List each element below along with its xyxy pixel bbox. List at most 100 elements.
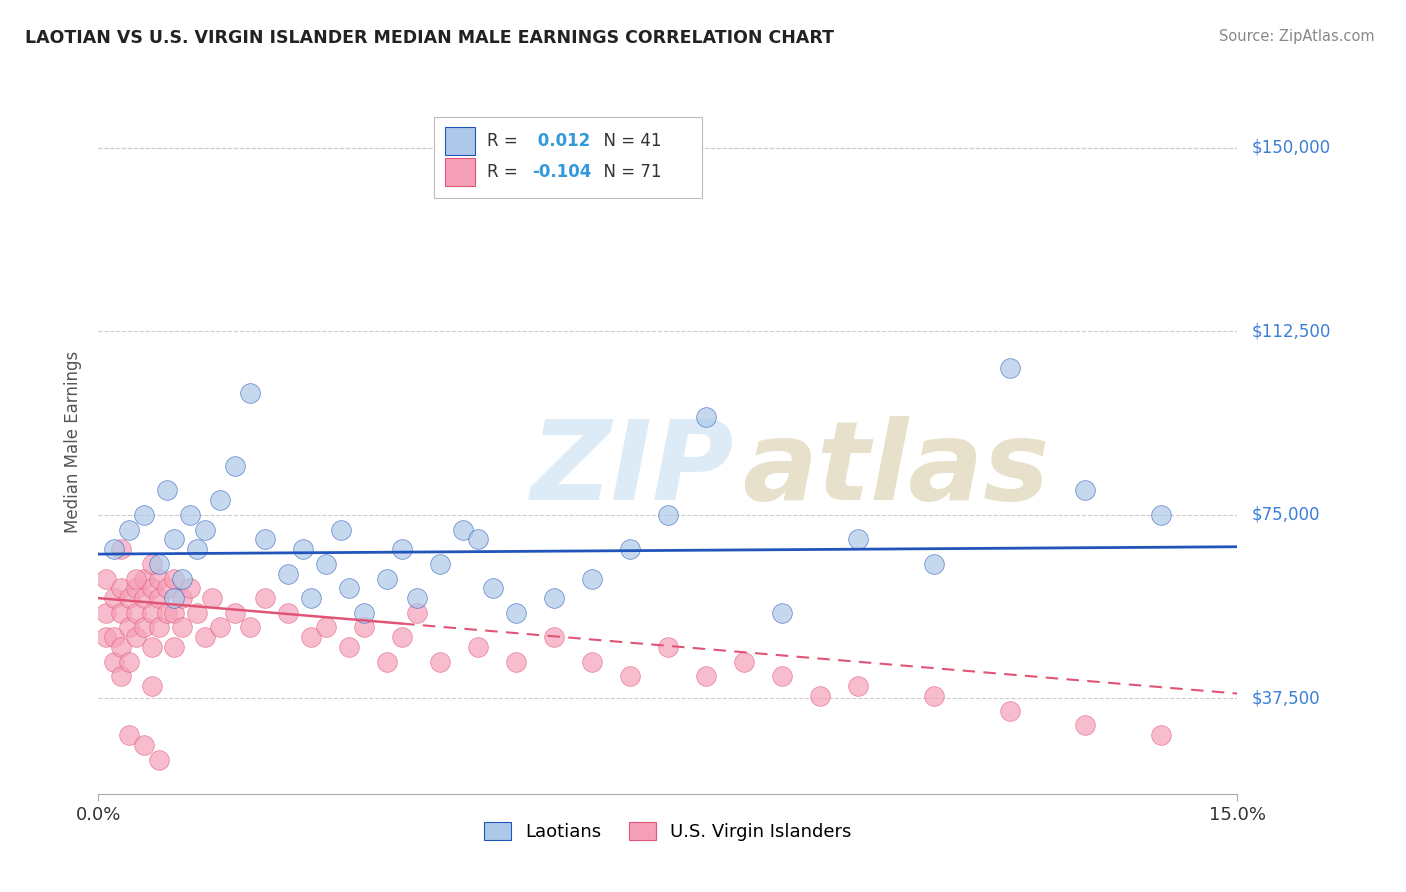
Legend: Laotians, U.S. Virgin Islanders: Laotians, U.S. Virgin Islanders xyxy=(477,814,859,848)
Point xyxy=(103,630,125,644)
Point xyxy=(132,572,155,586)
Point xyxy=(110,606,132,620)
Point xyxy=(132,620,155,634)
Point xyxy=(170,620,193,634)
Point xyxy=(148,620,170,634)
Point xyxy=(163,606,186,620)
Point xyxy=(695,410,717,425)
FancyBboxPatch shape xyxy=(434,118,702,198)
Point xyxy=(94,606,117,620)
FancyBboxPatch shape xyxy=(444,127,475,154)
Point xyxy=(208,493,231,508)
Point xyxy=(657,508,679,522)
Point xyxy=(695,669,717,683)
Point xyxy=(186,542,208,557)
Point xyxy=(998,704,1021,718)
Y-axis label: Median Male Earnings: Median Male Earnings xyxy=(65,351,83,533)
Point xyxy=(846,533,869,547)
Point xyxy=(337,582,360,596)
Point xyxy=(391,542,413,557)
Point xyxy=(451,523,474,537)
Point xyxy=(118,523,141,537)
Point xyxy=(1074,483,1097,498)
Text: R =: R = xyxy=(486,163,523,181)
Point xyxy=(110,542,132,557)
Point xyxy=(429,655,451,669)
Point xyxy=(118,728,141,742)
Point xyxy=(110,582,132,596)
Point xyxy=(163,591,186,606)
Point xyxy=(224,606,246,620)
Text: $112,500: $112,500 xyxy=(1251,322,1330,341)
Point xyxy=(505,655,527,669)
Point xyxy=(141,582,163,596)
FancyBboxPatch shape xyxy=(444,158,475,186)
Point xyxy=(179,582,201,596)
Text: LAOTIAN VS U.S. VIRGIN ISLANDER MEDIAN MALE EARNINGS CORRELATION CHART: LAOTIAN VS U.S. VIRGIN ISLANDER MEDIAN M… xyxy=(25,29,834,46)
Point xyxy=(94,572,117,586)
Point xyxy=(170,572,193,586)
Point xyxy=(277,566,299,581)
Text: R =: R = xyxy=(486,132,523,150)
Point xyxy=(315,620,337,634)
Point xyxy=(110,640,132,654)
Point xyxy=(406,591,429,606)
Point xyxy=(194,523,217,537)
Point xyxy=(846,679,869,693)
Point xyxy=(406,606,429,620)
Point xyxy=(808,689,831,703)
Point xyxy=(733,655,755,669)
Point xyxy=(118,591,141,606)
Point xyxy=(1150,728,1173,742)
Point xyxy=(156,606,179,620)
Point xyxy=(581,572,603,586)
Point xyxy=(125,630,148,644)
Point xyxy=(118,620,141,634)
Text: N = 71: N = 71 xyxy=(593,163,661,181)
Point xyxy=(132,591,155,606)
Point xyxy=(353,620,375,634)
Point xyxy=(125,572,148,586)
Point xyxy=(1150,508,1173,522)
Point xyxy=(186,606,208,620)
Text: N = 41: N = 41 xyxy=(593,132,661,150)
Point xyxy=(179,508,201,522)
Point xyxy=(391,630,413,644)
Point xyxy=(208,620,231,634)
Text: atlas: atlas xyxy=(742,417,1049,524)
Point xyxy=(619,542,641,557)
Point xyxy=(998,361,1021,376)
Point xyxy=(619,669,641,683)
Point xyxy=(254,591,277,606)
Point xyxy=(201,591,224,606)
Point xyxy=(292,542,315,557)
Text: ZIP: ZIP xyxy=(531,417,735,524)
Point xyxy=(337,640,360,654)
Point xyxy=(770,606,793,620)
Point xyxy=(277,606,299,620)
Point xyxy=(467,533,489,547)
Point xyxy=(330,523,353,537)
Point xyxy=(156,483,179,498)
Point xyxy=(353,606,375,620)
Point xyxy=(922,689,945,703)
Text: $150,000: $150,000 xyxy=(1251,139,1330,157)
Point xyxy=(148,753,170,767)
Point xyxy=(118,655,141,669)
Point xyxy=(299,591,322,606)
Text: 0.012: 0.012 xyxy=(533,132,591,150)
Point xyxy=(132,508,155,522)
Point xyxy=(132,738,155,752)
Point xyxy=(94,630,117,644)
Point xyxy=(156,582,179,596)
Point xyxy=(194,630,217,644)
Point xyxy=(148,572,170,586)
Point xyxy=(110,669,132,683)
Point xyxy=(375,655,398,669)
Text: $75,000: $75,000 xyxy=(1251,506,1320,524)
Point xyxy=(299,630,322,644)
Point xyxy=(467,640,489,654)
Point xyxy=(239,620,262,634)
Point xyxy=(125,582,148,596)
Point xyxy=(543,630,565,644)
